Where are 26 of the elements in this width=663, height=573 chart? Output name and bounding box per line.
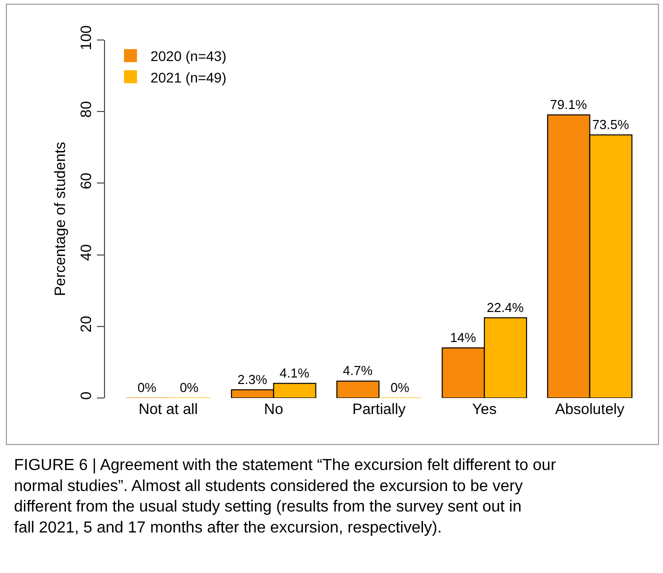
data-label: 22.4% xyxy=(486,300,524,315)
data-label: 73.5% xyxy=(592,116,630,132)
data-label: 2.3% xyxy=(238,372,268,387)
x-tick-label: No xyxy=(264,401,284,418)
y-tick-label: 80 xyxy=(78,101,95,118)
y-axis-title: Percentage of students xyxy=(52,142,69,296)
bar xyxy=(336,380,380,398)
x-tick-label: Absolutely xyxy=(555,401,625,418)
x-tick-label: Partially xyxy=(352,401,406,418)
data-label: 0% xyxy=(390,380,410,395)
legend-label: 2020 (n=43) xyxy=(150,48,226,64)
data-label: 4.1% xyxy=(280,365,310,380)
legend-label: 2021 (n=49) xyxy=(150,69,226,86)
y-tick-label: 40 xyxy=(78,244,95,261)
caption: FIGURE 6 | Agreement with the statement “The excursion felt different to our normal studies”. Almost all students considered the excursion to be very different from the usual study setting (results from the survey sent out in fall 2021, 5 and 17 months after the excursion, respectively). xyxy=(14,457,557,536)
data-label: 4.7% xyxy=(342,363,373,378)
x-tick-label: Yes xyxy=(472,401,497,418)
y-tick-label: 20 xyxy=(78,316,95,332)
data-label: 14% xyxy=(450,330,477,345)
data-label: 0% xyxy=(138,380,157,395)
y-tick-label: 60 xyxy=(78,172,95,190)
x-tick-label: Not at all xyxy=(138,401,198,418)
y-tick-label: 0 xyxy=(78,392,95,400)
y-tick-label: 100 xyxy=(78,25,95,50)
data-label: 79.1% xyxy=(550,96,588,112)
data-label: 0% xyxy=(180,380,199,395)
